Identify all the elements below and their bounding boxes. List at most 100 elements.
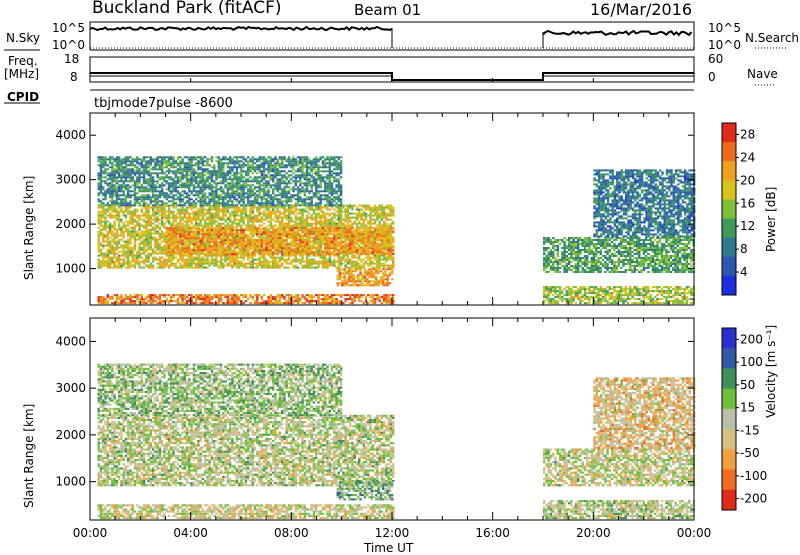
heatmap-cell: [181, 209, 183, 211]
heatmap-cell: [181, 213, 183, 215]
heatmap-cell: [159, 190, 161, 192]
heatmap-cell: [299, 261, 301, 263]
heatmap-cell: [363, 247, 365, 249]
heatmap-cell: [249, 237, 251, 239]
heatmap-cell: [202, 211, 204, 213]
heatmap-cell: [177, 196, 179, 198]
heatmap-cell: [342, 237, 344, 239]
heatmap-cell: [141, 243, 143, 245]
heatmap-cell: [177, 253, 179, 255]
heatmap-cell: [270, 243, 272, 245]
heatmap-cell: [195, 249, 197, 251]
heatmap-cell: [326, 249, 328, 251]
heatmap-cell: [195, 253, 197, 255]
heatmap-cell: [138, 162, 140, 164]
heatmap-cell: [102, 261, 104, 263]
heatmap-cell: [202, 225, 204, 227]
heatmap-cell: [193, 263, 195, 265]
heatmap-cell: [233, 259, 235, 261]
heatmap-cell: [159, 249, 161, 251]
heatmap-cell: [367, 253, 369, 255]
heatmap-cell: [290, 211, 292, 213]
heatmap-cell: [374, 243, 376, 245]
heatmap-cell: [329, 213, 331, 215]
heatmap-cell: [197, 263, 199, 265]
heatmap-cell: [363, 233, 365, 235]
heatmap-cell: [200, 215, 202, 217]
heatmap-cell: [170, 225, 172, 227]
heatmap-cell: [261, 207, 263, 209]
heatmap-cell: [338, 221, 340, 223]
heatmap-cell: [363, 245, 365, 247]
heatmap-cell: [111, 186, 113, 188]
heatmap-cell: [247, 241, 249, 243]
heatmap-cell: [270, 261, 272, 263]
heatmap-cell: [390, 229, 392, 231]
heatmap-cell: [190, 204, 192, 206]
heatmap-cell: [195, 215, 197, 217]
heatmap-cell: [150, 207, 152, 209]
heatmap-cell: [195, 225, 197, 227]
heatmap-cell: [152, 209, 154, 211]
heatmap-cell: [113, 158, 115, 160]
heatmap-cell: [190, 209, 192, 211]
heatmap-cell: [369, 243, 371, 245]
heatmap-cell: [206, 233, 208, 235]
heatmap-cell: [388, 213, 390, 215]
heatmap-cell: [147, 231, 149, 233]
heatmap-cell: [116, 172, 118, 174]
heatmap-cell: [143, 259, 145, 261]
heatmap-cell: [118, 211, 120, 213]
heatmap-cell: [329, 237, 331, 239]
heatmap-cell: [136, 235, 138, 237]
heatmap-cell: [347, 247, 349, 249]
heatmap-cell: [233, 257, 235, 259]
heatmap-cell: [286, 223, 288, 225]
heatmap-cell: [143, 247, 145, 249]
heatmap-cell: [136, 217, 138, 219]
heatmap-cell: [243, 217, 245, 219]
heatmap-cell: [385, 217, 387, 219]
heatmap-cell: [204, 225, 206, 227]
heatmap-cell: [333, 227, 335, 229]
heatmap-cell: [159, 172, 161, 174]
heatmap-cell: [113, 249, 115, 251]
heatmap-cell: [388, 215, 390, 217]
heatmap-cell: [177, 198, 179, 200]
heatmap-cell: [123, 235, 125, 237]
heatmap-cell: [168, 223, 170, 225]
heatmap-cell: [177, 164, 179, 166]
heatmap-cell: [311, 217, 313, 219]
heatmap-cell: [360, 223, 362, 225]
heatmap-cell: [154, 215, 156, 217]
heatmap-cell: [129, 164, 131, 166]
heatmap-cell: [184, 162, 186, 164]
heatmap-cell: [243, 211, 245, 213]
heatmap-cell: [134, 215, 136, 217]
heatmap-cell: [252, 211, 254, 213]
heatmap-cell: [113, 204, 115, 206]
heatmap-cell: [118, 215, 120, 217]
heatmap-cell: [215, 229, 217, 231]
heatmap-cell: [129, 194, 131, 196]
heatmap-cell: [125, 251, 127, 253]
heatmap-cell: [333, 261, 335, 263]
heatmap-cell: [338, 249, 340, 251]
heatmap-cell: [161, 164, 163, 166]
heatmap-cell: [190, 207, 192, 209]
heatmap-cell: [301, 221, 303, 223]
heatmap-cell: [301, 211, 303, 213]
heatmap-cell: [141, 219, 143, 221]
heatmap-cell: [360, 205, 362, 207]
heatmap-cell: [184, 186, 186, 188]
heatmap-cell: [186, 259, 188, 261]
heatmap-cell: [281, 233, 283, 235]
heatmap-cell: [138, 235, 140, 237]
heatmap-cell: [98, 186, 100, 188]
heatmap-cell: [186, 194, 188, 196]
heatmap-cell: [215, 257, 217, 259]
heatmap-cell: [224, 209, 226, 211]
heatmap-cell: [254, 231, 256, 233]
heatmap-cell: [211, 229, 213, 231]
heatmap-cell: [113, 172, 115, 174]
